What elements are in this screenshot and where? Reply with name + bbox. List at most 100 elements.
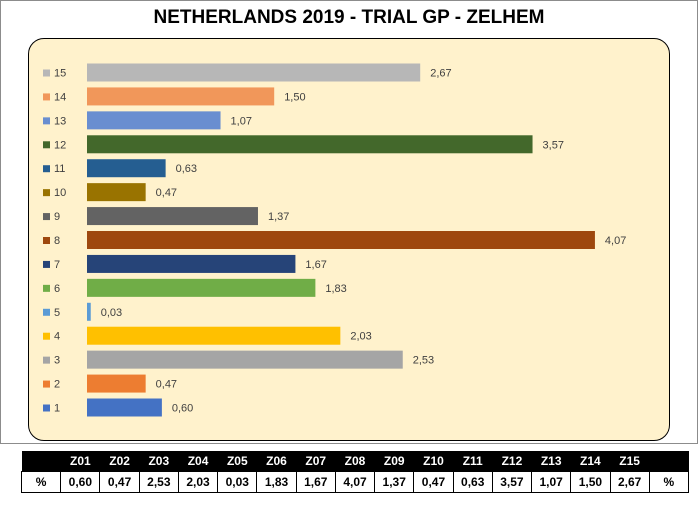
data-table: Z01 Z02 Z03 Z04 Z05 Z06 Z07 Z08 Z09 Z10 … [20, 451, 690, 493]
table-header-cell: Z09 [374, 451, 414, 472]
legend-label: 1 [54, 403, 60, 415]
table-header-cell: Z15 [610, 451, 650, 472]
table-value-cell: 0,63 [452, 471, 493, 493]
legend-label: 12 [54, 139, 66, 151]
data-label: 0,63 [176, 163, 197, 175]
data-label: 4,07 [605, 235, 626, 247]
table-value-cell: % [648, 471, 690, 493]
bar [87, 231, 595, 249]
legend-marker [43, 260, 50, 268]
data-label: 1,83 [325, 283, 346, 295]
table-value-cell: 2,03 [177, 471, 219, 493]
table-header-cell: Z02 [99, 451, 140, 472]
chart-frame: NETHERLANDS 2019 - TRIAL GP - ZELHEM 1 0,… [0, 0, 698, 444]
legend-marker [43, 380, 50, 388]
table-header-cell: Z13 [531, 451, 571, 472]
bar-chart: 1 0,60 2 0,47 3 2,53 4 2,03 5 0,03 6 1,83 7 1,67 8 4,07… [43, 63, 626, 417]
table-header-cell: Z12 [492, 451, 532, 472]
table-value-cell: 1,83 [256, 471, 297, 493]
bar [87, 326, 341, 345]
bar [87, 254, 296, 273]
legend-label: 9 [54, 211, 60, 223]
data-label: 1,37 [268, 211, 289, 223]
bar [87, 374, 146, 393]
table-header-cell: Z04 [178, 451, 218, 472]
legend-label: 7 [54, 259, 60, 271]
table-value-cell: 1,37 [374, 471, 415, 493]
data-label: 0,47 [156, 187, 177, 199]
table-value-cell: 2,67 [609, 471, 650, 493]
legend-marker [43, 284, 50, 292]
table-value-cell: 0,03 [217, 471, 258, 493]
legend-marker [43, 356, 50, 364]
legend-marker [43, 117, 50, 125]
legend-marker [43, 332, 50, 340]
bar [87, 87, 275, 106]
legend-marker [43, 237, 50, 244]
legend-label: 3 [54, 355, 60, 367]
data-label: 2,67 [430, 68, 451, 80]
legend-marker [43, 213, 50, 221]
legend-label: 8 [54, 235, 60, 247]
data-label: 0,60 [172, 403, 193, 415]
bar [87, 159, 166, 178]
data-label: 1,50 [284, 91, 305, 103]
table-header-cell [649, 451, 689, 472]
legend-label: 5 [54, 307, 60, 319]
bar [87, 111, 221, 130]
table-header-row: Z01 Z02 Z03 Z04 Z05 Z06 Z07 Z08 Z09 Z10 … [21, 451, 689, 472]
data-label: 1,67 [305, 259, 326, 271]
legend-marker [43, 165, 50, 173]
table-value-cell: 0,47 [99, 471, 140, 493]
data-label: 3,57 [543, 139, 564, 151]
table-value-cell: 0,47 [413, 471, 454, 493]
legend-label: 13 [54, 115, 66, 127]
data-label: 2,53 [413, 355, 434, 367]
legend-marker [43, 404, 50, 412]
table-header-cell: Z03 [139, 451, 179, 472]
bar [87, 302, 91, 321]
table-value-cell: 2,53 [138, 471, 179, 493]
bar [87, 183, 146, 202]
table-value-cell: % [20, 471, 62, 493]
legend-label: 6 [54, 283, 60, 295]
legend-label: 15 [54, 68, 66, 80]
data-label: 0,47 [156, 379, 177, 391]
table-header-cell: Z01 [60, 451, 100, 472]
table-header-cell: Z10 [413, 451, 454, 472]
table-header-cell: Z06 [256, 451, 297, 472]
bar [87, 135, 533, 154]
table-value-cell: 3,57 [491, 471, 533, 493]
table-header-cell: Z08 [335, 451, 375, 472]
table-header-cell: Z07 [296, 451, 336, 472]
table-header-cell: Z11 [453, 451, 493, 472]
data-label: 0,03 [101, 307, 122, 319]
table-header-cell: Z05 [217, 451, 257, 472]
bar [87, 207, 258, 226]
data-label: 2,03 [350, 331, 371, 343]
data-label: 1,07 [231, 115, 252, 127]
legend-marker [43, 308, 50, 316]
legend-marker [43, 69, 50, 77]
table-value-cell: 1,07 [531, 471, 572, 493]
legend-label: 14 [54, 91, 66, 103]
table-value-cell: 4,07 [334, 471, 376, 493]
bar [87, 278, 316, 297]
table-value-cell: 0,60 [60, 471, 101, 493]
legend-label: 11 [54, 163, 65, 175]
chart-title: NETHERLANDS 2019 - TRIAL GP - ZELHEM [153, 7, 545, 28]
legend-marker [43, 189, 50, 197]
legend-marker [43, 93, 50, 101]
legend-label: 4 [54, 331, 60, 343]
legend-marker [43, 141, 50, 149]
bar [87, 398, 162, 417]
bar [87, 350, 403, 369]
table-value-cell: 1,50 [570, 471, 611, 493]
table-value-cell: 1,67 [295, 471, 336, 493]
table-value-row: % 0,60 0,47 2,53 2,03 0,03 1,83 1,67 4,0… [20, 471, 690, 493]
bar [87, 63, 421, 82]
legend-label: 2 [54, 379, 60, 391]
legend-label: 10 [54, 187, 66, 199]
table-header-cell [21, 451, 61, 472]
table-header-cell: Z14 [570, 451, 611, 472]
